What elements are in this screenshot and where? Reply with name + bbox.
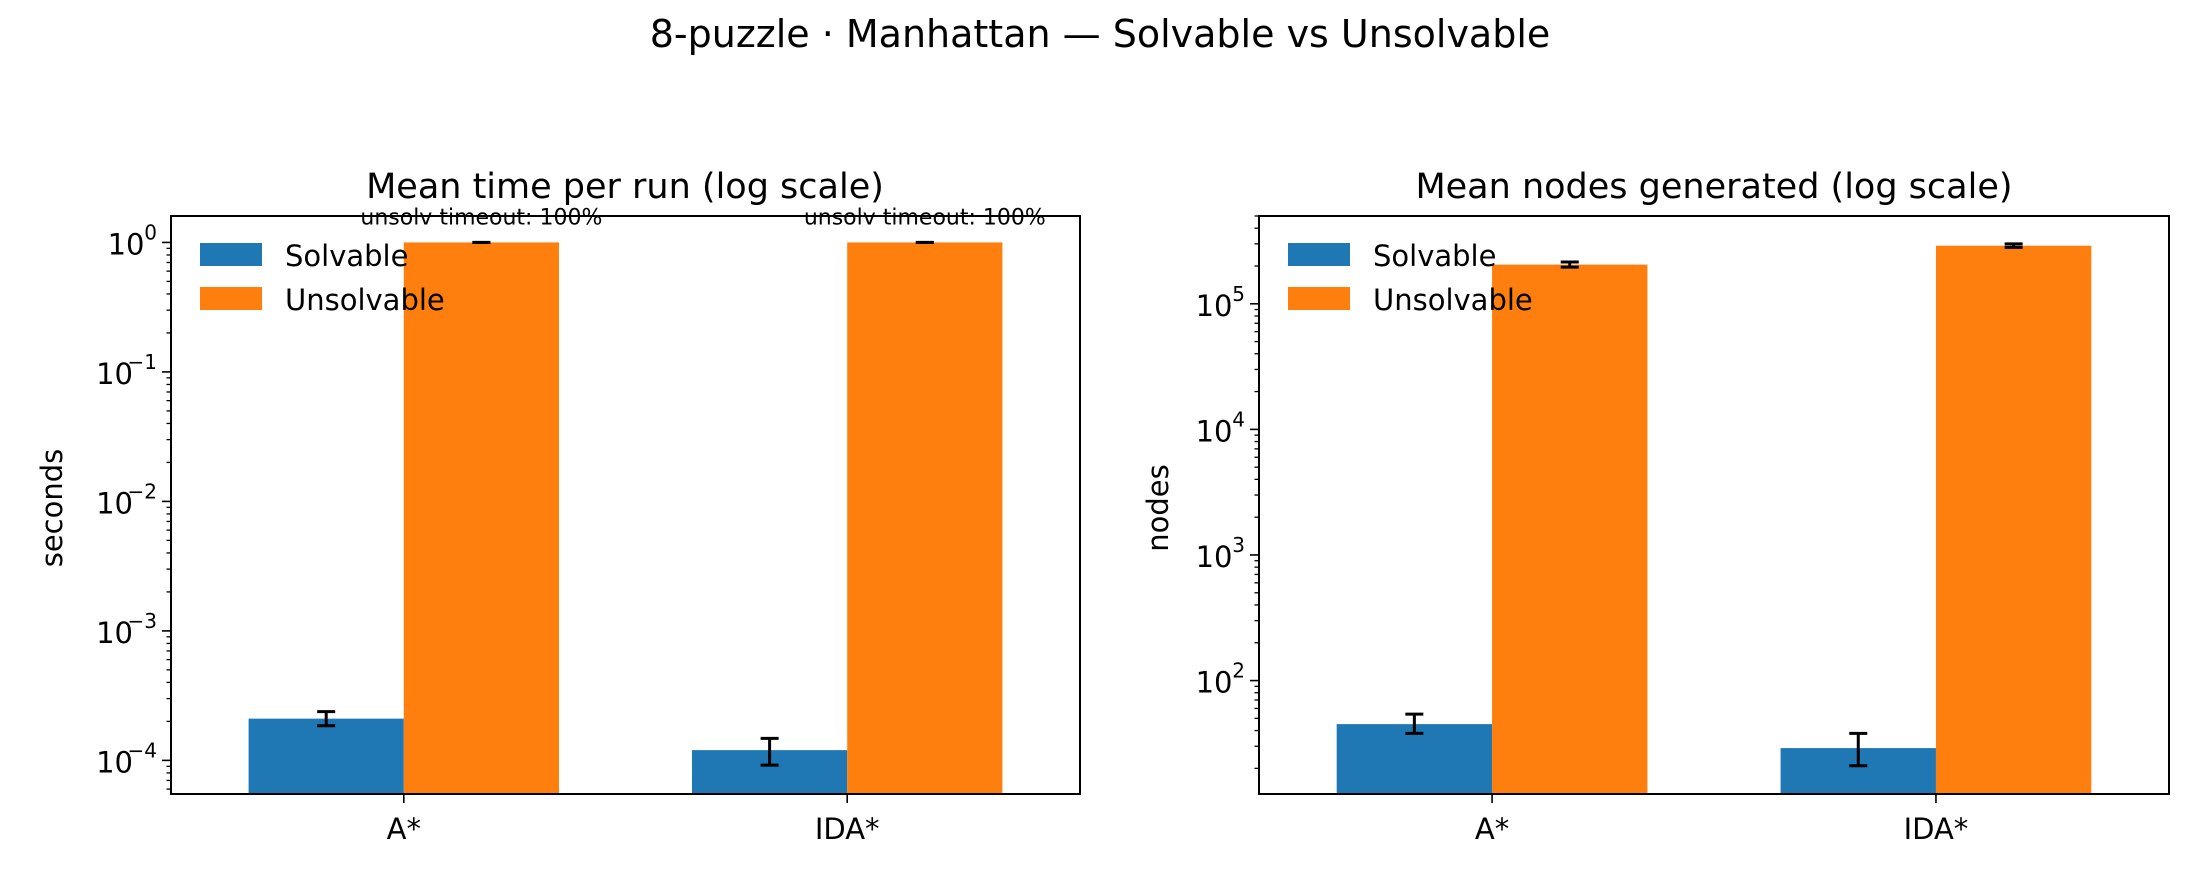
nodes-bar-unsolvable-1 [1935, 245, 2092, 795]
nodes-bar-solvable-0 [1336, 724, 1493, 794]
nodes-legend-label-solvable: Solvable [1373, 239, 1496, 273]
nodes-panel-title: Mean nodes generated (log scale) [1415, 167, 2012, 207]
time-legend-swatch-unsolvable [200, 287, 262, 310]
time-legend-label-unsolvable: Unsolvable [285, 283, 445, 317]
nodes-legend-label-unsolvable: Unsolvable [1373, 283, 1533, 317]
nodes-y-tick-exponent: 2 [1232, 659, 1245, 683]
nodes-plot-frame [1258, 215, 2170, 795]
time-panel: Mean time per run (log scale) seconds 01… [35, 167, 1081, 846]
time-annotation: unsolv timeout: 100% [804, 205, 1046, 230]
time-bar-unsolvable-0 [403, 242, 559, 794]
time-legend: Solvable Unsolvable [200, 239, 445, 317]
time-bar-unsolvable-1 [847, 242, 1003, 794]
time-plot-frame [170, 215, 1081, 795]
nodes-errorbar-unsolvable-1 [2004, 242, 2023, 249]
nodes-y-axis-label: nodes [1141, 464, 1175, 551]
time-y-tick-exponent: 0 [144, 220, 157, 244]
time-y-tick-label: 10 [108, 227, 145, 261]
time-error-bars [317, 240, 934, 767]
time-y-tick-exponent: −3 [128, 609, 157, 633]
time-y-tick-exponent: −2 [128, 479, 157, 503]
time-y-axis-label: seconds [35, 449, 69, 568]
nodes-legend-swatch-unsolvable [1288, 287, 1350, 310]
nodes-y-tick-label: 10 [1196, 666, 1233, 700]
time-x-ticks: A* IDA* [387, 794, 880, 846]
nodes-y-tick-label: 10 [1196, 540, 1233, 574]
time-annotations: unsolv timeout: 100% unsolv timeout: 100% [360, 205, 1045, 230]
time-legend-label-solvable: Solvable [285, 239, 408, 273]
nodes-y-tick-exponent: 5 [1232, 282, 1245, 306]
nodes-bars [1336, 245, 2092, 795]
time-errorbar-solvable-0 [317, 710, 336, 728]
nodes-y-tick-exponent: 3 [1232, 533, 1245, 557]
time-x-tick-label: A* [387, 812, 421, 846]
time-y-ticks: 010−110−210−310−410 [96, 220, 171, 790]
time-y-tick-label: 10 [96, 745, 133, 779]
time-y-tick-exponent: −4 [128, 738, 157, 762]
time-annotation: unsolv timeout: 100% [360, 205, 602, 230]
time-panel-title: Mean time per run (log scale) [366, 167, 884, 207]
nodes-x-ticks: A* IDA* [1475, 794, 1968, 846]
nodes-bar-unsolvable-0 [1492, 264, 1648, 794]
time-y-tick-exponent: −1 [128, 350, 157, 374]
nodes-legend-swatch-solvable [1288, 243, 1350, 266]
nodes-y-tick-exponent: 4 [1232, 407, 1245, 431]
nodes-x-tick-label: IDA* [1904, 812, 1969, 846]
suptitle: 8-puzzle · Manhattan — Solvable vs Unsol… [650, 12, 1551, 56]
time-x-tick-label: IDA* [815, 812, 880, 846]
nodes-panel: Mean nodes generated (log scale) nodes 5… [1141, 167, 2170, 846]
nodes-legend: Solvable Unsolvable [1288, 239, 1533, 317]
nodes-x-tick-label: A* [1475, 812, 1509, 846]
time-legend-swatch-solvable [200, 243, 262, 266]
time-y-tick-label: 10 [96, 486, 133, 520]
nodes-errorbar-solvable-0 [1405, 712, 1424, 735]
nodes-y-tick-label: 10 [1196, 289, 1233, 323]
nodes-error-bars [1405, 242, 2023, 768]
time-y-tick-label: 10 [96, 616, 133, 650]
nodes-errorbar-unsolvable-0 [1560, 260, 1579, 269]
nodes-y-tick-label: 10 [1196, 414, 1233, 448]
time-bar-solvable-0 [248, 718, 404, 794]
nodes-errorbar-solvable-1 [1849, 731, 1868, 768]
time-bars [248, 242, 1003, 794]
time-errorbar-solvable-1 [760, 736, 779, 767]
time-y-tick-label: 10 [96, 357, 133, 391]
